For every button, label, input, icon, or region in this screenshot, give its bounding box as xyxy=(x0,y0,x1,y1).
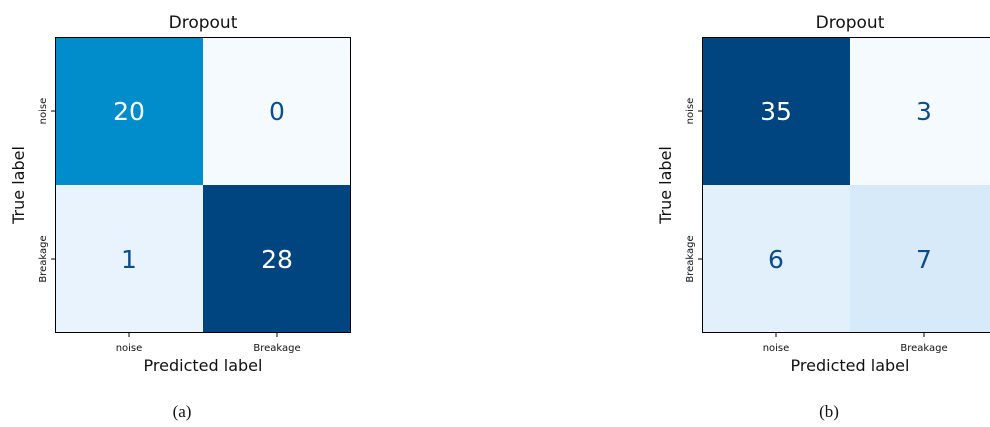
panel-b-y-axis-label: True label xyxy=(656,146,675,225)
panel-b-x-axis-label: Predicted label xyxy=(791,356,910,375)
panel-b-cell-value-r0-c0: 35 xyxy=(760,97,792,126)
panel-b-cell-value-r1-c1: 7 xyxy=(916,245,932,274)
panel-b-frame xyxy=(702,37,990,333)
panel-a-cell-r0-c1 xyxy=(203,37,351,185)
panel-a-x-tick-label-0: noise xyxy=(116,343,143,354)
panel-a-x-tick-label-1: Breakage xyxy=(253,343,300,354)
panel-a-cell-value-r1-c1: 28 xyxy=(261,245,293,274)
panel-a-cell-r1-c0 xyxy=(55,185,203,333)
panel-a-cell-value-r0-c1: 0 xyxy=(269,97,285,126)
panel-caption-b: (b) xyxy=(819,402,839,421)
panel-a-y-axis-label: True label xyxy=(9,146,28,225)
panel-a-cell-value-r1-c0: 1 xyxy=(121,245,137,274)
panel-a-cell-r0-c0 xyxy=(55,37,203,185)
panel-b-y-tick-label-0: noise xyxy=(685,98,696,125)
panel-a-x-axis-label: Predicted label xyxy=(144,356,263,375)
panel-b-cell-value-r1-c0: 6 xyxy=(768,245,784,274)
panel-a-cell-r1-c1 xyxy=(203,185,351,333)
panel-b-cell-r0-c1 xyxy=(850,37,990,185)
panel-a-title: Dropout xyxy=(169,13,238,33)
panel-a-frame xyxy=(55,37,351,333)
panel-a-y-tick-label-1: Breakage xyxy=(38,235,49,282)
panel-b-cell-r1-c1 xyxy=(850,185,990,333)
panel-a-cell-value-r0-c0: 20 xyxy=(113,97,145,126)
panel-b-x-tick-label-0: noise xyxy=(763,343,790,354)
panel-caption-a: (a) xyxy=(172,402,192,421)
panel-b-x-tick-label-1: Breakage xyxy=(900,343,947,354)
panel-b-cell-r1-c0 xyxy=(702,185,850,333)
panel-b-title: Dropout xyxy=(816,13,885,33)
panel-b-cell-value-r0-c1: 3 xyxy=(916,97,932,126)
panel-a-y-tick-label-0: noise xyxy=(38,98,49,125)
panel-b-cell-r0-c0 xyxy=(702,37,850,185)
panel-b-y-tick-label-1: Breakage xyxy=(685,235,696,282)
